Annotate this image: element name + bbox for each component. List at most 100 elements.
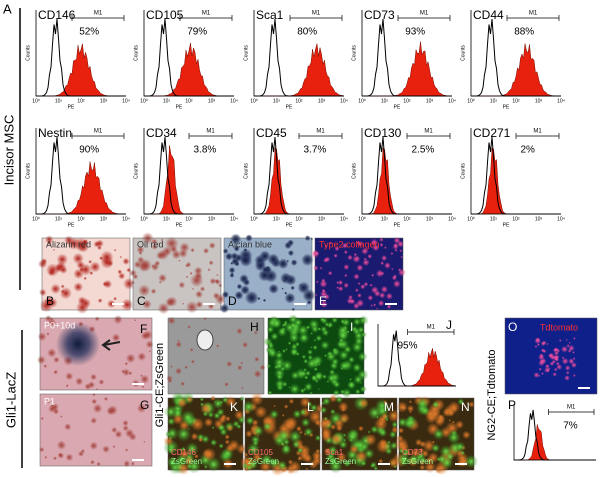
texture bbox=[547, 367, 551, 370]
texture bbox=[145, 340, 154, 349]
texture bbox=[561, 357, 569, 365]
texture bbox=[270, 332, 279, 341]
texture bbox=[194, 454, 199, 459]
x-tick-label: 10³ bbox=[535, 216, 543, 222]
side-label: Incisor MSC bbox=[1, 115, 16, 186]
texture bbox=[541, 372, 544, 375]
texture bbox=[284, 291, 288, 295]
texture bbox=[50, 402, 59, 412]
texture bbox=[353, 273, 360, 280]
x-tick-label: 10¹ bbox=[163, 98, 171, 104]
texture bbox=[97, 298, 103, 303]
texture bbox=[305, 467, 309, 471]
texture bbox=[296, 447, 304, 454]
texture bbox=[84, 383, 92, 390]
texture bbox=[281, 348, 287, 354]
texture bbox=[38, 259, 48, 269]
x-tick-label: 10⁰ bbox=[467, 216, 475, 222]
texture bbox=[186, 395, 194, 403]
texture bbox=[241, 386, 244, 390]
texture bbox=[64, 423, 72, 431]
y-axis-label: Counts bbox=[25, 45, 31, 61]
reporter-label: ZsGreen bbox=[402, 457, 433, 466]
texture bbox=[53, 369, 59, 375]
texture bbox=[338, 286, 344, 292]
texture bbox=[336, 452, 347, 463]
texture bbox=[281, 414, 285, 417]
texture bbox=[167, 316, 176, 325]
texture bbox=[224, 382, 229, 387]
texture bbox=[276, 384, 284, 392]
texture bbox=[246, 442, 261, 456]
x-tick-label: 10¹ bbox=[55, 216, 63, 222]
x-tick-label: 10¹ bbox=[381, 98, 389, 104]
texture bbox=[549, 361, 555, 366]
texture bbox=[343, 345, 352, 354]
texture bbox=[318, 363, 321, 366]
x-tick-label: 10¹ bbox=[490, 98, 498, 104]
texture bbox=[185, 261, 192, 268]
texture bbox=[102, 281, 108, 287]
texture bbox=[221, 291, 230, 299]
texture bbox=[254, 356, 260, 362]
texture bbox=[245, 430, 253, 438]
texture bbox=[319, 266, 323, 270]
texture bbox=[141, 385, 145, 389]
texture bbox=[534, 337, 541, 345]
texture bbox=[323, 354, 328, 358]
texture bbox=[409, 410, 412, 414]
texture bbox=[340, 318, 346, 324]
y-axis-label: Counts bbox=[460, 45, 466, 61]
texture bbox=[376, 307, 379, 310]
texture bbox=[468, 401, 475, 408]
frame bbox=[267, 317, 365, 395]
panel-letter: G bbox=[140, 398, 149, 412]
x-tick-label: 10³ bbox=[318, 98, 326, 104]
x-tick-label: 10⁴ bbox=[448, 216, 456, 222]
texture bbox=[190, 247, 195, 253]
texture bbox=[219, 303, 230, 314]
texture bbox=[281, 359, 293, 372]
texture bbox=[73, 282, 84, 292]
x-tick-label: 10¹ bbox=[163, 216, 171, 222]
texture bbox=[158, 273, 167, 283]
x-axis-label: PE bbox=[68, 104, 75, 110]
texture bbox=[125, 353, 136, 364]
texture bbox=[244, 290, 259, 305]
x-tick-label: 10² bbox=[185, 98, 193, 104]
x-tick-label: 10⁰ bbox=[32, 216, 40, 222]
texture bbox=[380, 261, 385, 266]
frame bbox=[398, 397, 475, 471]
texture bbox=[284, 292, 296, 304]
gate-label: M1 bbox=[567, 405, 576, 411]
texture bbox=[189, 347, 194, 352]
texture bbox=[191, 287, 195, 291]
texture bbox=[224, 434, 230, 440]
texture bbox=[568, 341, 571, 344]
x-axis-label: PE bbox=[286, 104, 293, 110]
percent-label: 79% bbox=[187, 27, 207, 38]
texture bbox=[53, 356, 60, 363]
micrograph bbox=[168, 318, 264, 394]
axes bbox=[143, 10, 234, 97]
texture bbox=[394, 436, 409, 452]
frame bbox=[314, 237, 404, 311]
texture bbox=[180, 381, 186, 387]
texture bbox=[293, 317, 303, 327]
texture bbox=[203, 464, 208, 469]
y-axis-label: Counts bbox=[243, 163, 249, 179]
texture bbox=[356, 256, 360, 260]
texture bbox=[239, 274, 249, 284]
texture bbox=[288, 386, 291, 389]
texture bbox=[122, 419, 129, 427]
texture bbox=[98, 379, 105, 385]
panel-label: P0+10d bbox=[44, 320, 75, 330]
texture bbox=[431, 400, 440, 409]
marker-label: Sca1 bbox=[325, 448, 344, 457]
texture bbox=[178, 259, 181, 262]
texture bbox=[373, 303, 377, 307]
texture bbox=[114, 430, 123, 439]
texture bbox=[92, 392, 96, 397]
panel-letter: M bbox=[384, 400, 394, 414]
texture bbox=[334, 246, 340, 252]
